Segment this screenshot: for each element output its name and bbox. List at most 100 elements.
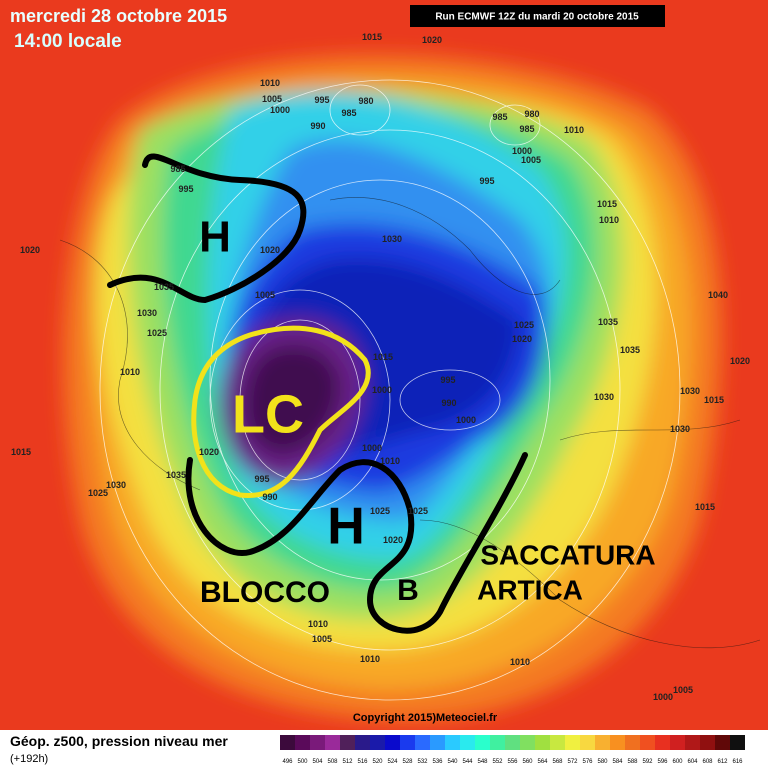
scale-label: 528 <box>402 759 413 765</box>
pressure-label: 1025 <box>514 320 534 330</box>
pressure-label: 1010 <box>308 619 328 629</box>
scale-label: 564 <box>537 759 548 765</box>
pressure-label: 1010 <box>599 215 619 225</box>
scale-swatch <box>580 735 595 750</box>
pressure-label: 1005 <box>312 634 332 644</box>
pressure-label: 1000 <box>653 692 673 702</box>
pressure-label: 1015 <box>373 352 393 362</box>
scale-swatch <box>565 735 580 750</box>
pressure-label: 1010 <box>510 657 530 667</box>
scale-label: 596 <box>657 759 668 765</box>
pressure-label: 1015 <box>704 395 724 405</box>
pressure-label: 1025 <box>408 506 428 516</box>
scale-label: 524 <box>387 759 398 765</box>
high-label: H <box>199 213 231 262</box>
pressure-label: 1010 <box>360 654 380 664</box>
color-scale: 496 500 504 508 512 516 520 524 528 532 536 540 544 5… <box>280 735 745 765</box>
pressure-label: 1035 <box>598 317 618 327</box>
pressure-label: 1005 <box>673 685 693 695</box>
pressure-label: 1015 <box>11 447 31 457</box>
scale-swatch <box>700 735 715 750</box>
scale-swatch <box>715 735 730 750</box>
pressure-label: 985 <box>341 108 356 118</box>
scale-label: 544 <box>462 759 473 765</box>
pressure-label: 1020 <box>512 334 532 344</box>
pressure-label: 990 <box>262 492 277 502</box>
pressure-label: 990 <box>310 121 325 131</box>
scale-label: 496 <box>282 759 293 765</box>
pressure-label: 1025 <box>370 506 390 516</box>
pressure-label: 995 <box>254 474 269 484</box>
pressure-label: 1020 <box>422 35 442 45</box>
pressure-label: 1000 <box>270 105 290 115</box>
pressure-label: 1020 <box>20 245 40 255</box>
scale-swatch <box>655 735 670 750</box>
scale-swatch <box>550 735 565 750</box>
scale-label: 612 <box>717 759 728 765</box>
pressure-label: 1015 <box>695 502 715 512</box>
scale-label: 540 <box>447 759 458 765</box>
pressure-label: 1000 <box>372 385 392 395</box>
pressure-label: 1005 <box>262 94 282 104</box>
scale-label: 552 <box>492 759 503 765</box>
scale-swatch <box>730 735 745 750</box>
scale-swatch <box>475 735 490 750</box>
scale-swatch <box>415 735 430 750</box>
scale-label: 600 <box>672 759 683 765</box>
scale-swatch <box>520 735 535 750</box>
coastlines <box>59 197 761 649</box>
pressure-label: 1010 <box>564 125 584 135</box>
pressure-label: 1020 <box>730 356 750 366</box>
scale-label: 536 <box>432 759 443 765</box>
scale-label: 580 <box>597 759 608 765</box>
scale-label: 560 <box>522 759 533 765</box>
scale-label: 504 <box>312 759 323 765</box>
pressure-label: 1030 <box>106 480 126 490</box>
analysis-lines <box>107 153 528 634</box>
scale-swatch <box>280 735 295 750</box>
scale-label: 500 <box>297 759 308 765</box>
pressure-label: 1000 <box>456 415 476 425</box>
isohypses <box>99 79 681 701</box>
copyright: Copyright 2015)Meteociel.fr <box>353 712 498 724</box>
pressure-label: 1035 <box>154 282 174 292</box>
pressure-label: 1010 <box>380 456 400 466</box>
scale-label: 520 <box>372 759 383 765</box>
pressure-label: 995 <box>440 375 455 385</box>
pressure-label: 1010 <box>120 367 140 377</box>
low-label: B <box>397 574 419 607</box>
lead-time: (+192h) <box>10 753 48 765</box>
pressure-label: 1030 <box>670 424 690 434</box>
scale-swatch <box>355 735 370 750</box>
pressure-label: 1020 <box>260 245 280 255</box>
pressure-label: 1030 <box>594 392 614 402</box>
scale-label: 508 <box>327 759 338 765</box>
pressure-label: 1020 <box>199 447 219 457</box>
scale-swatch <box>625 735 640 750</box>
pressure-label: 995 <box>479 176 494 186</box>
pressure-label: 985 <box>170 164 185 174</box>
pressure-label: 1005 <box>255 290 275 300</box>
pressure-label: 1030 <box>137 308 157 318</box>
scale-swatch <box>490 735 505 750</box>
scale-swatch <box>610 735 625 750</box>
scale-label: 512 <box>342 759 353 765</box>
cutoff-label: LC <box>232 384 304 444</box>
pressure-label: 995 <box>314 95 329 105</box>
scale-swatch <box>670 735 685 750</box>
scale-label: 568 <box>552 759 563 765</box>
trough-label: ARTICA <box>477 574 583 605</box>
scale-label: 592 <box>642 759 653 765</box>
scale-label: 608 <box>702 759 713 765</box>
scale-swatch <box>595 735 610 750</box>
height-field <box>63 55 722 721</box>
high-label: H <box>327 498 365 556</box>
run-info: Run ECMWF 12Z du mardi 20 octobre 2015 <box>435 12 639 23</box>
pressure-label: 1020 <box>383 535 403 545</box>
pressure-label: 1035 <box>620 345 640 355</box>
scale-swatch <box>400 735 415 750</box>
scale-label: 548 <box>477 759 488 765</box>
pressure-label: 1025 <box>147 328 167 338</box>
scale-label: 572 <box>567 759 578 765</box>
